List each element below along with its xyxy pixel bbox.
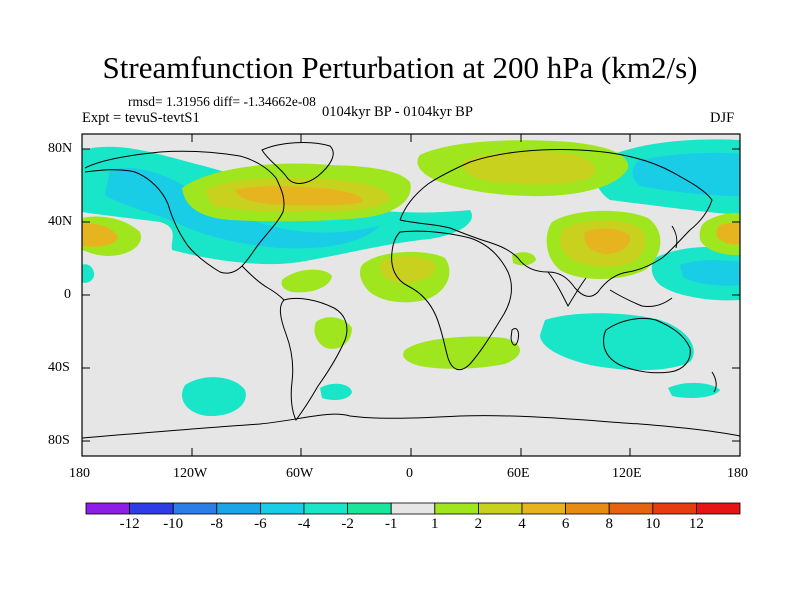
colorbar-box xyxy=(216,502,261,515)
coast-europe-asia xyxy=(399,149,713,297)
contour-positive-africa-core xyxy=(379,256,436,283)
contour-negative-east-pacific xyxy=(82,264,95,283)
coast-central-america xyxy=(241,265,285,301)
contour-positive-siberia-core xyxy=(463,151,595,185)
colorbar-box xyxy=(521,502,566,515)
contour-negative-wpac-core xyxy=(680,260,740,286)
colorbar-box xyxy=(608,502,654,515)
colorbar-label: 2 xyxy=(474,516,483,532)
colorbar-box xyxy=(347,502,392,515)
colorbar-label: -8 xyxy=(210,516,224,532)
coast-north-america xyxy=(84,150,285,274)
contour-positive-north-atlantic-core xyxy=(235,186,363,206)
contour-positive-east-pacific-mid xyxy=(82,223,118,247)
contour-negative-south-pacific xyxy=(181,377,246,417)
coast-africa xyxy=(391,230,512,371)
coast-australia xyxy=(603,317,691,374)
lat-label-40s: 40S xyxy=(48,360,70,375)
contour-positive-asia-core xyxy=(584,228,631,254)
plot-title: Streamfunction Perturbation at 200 hPa (… xyxy=(102,50,698,85)
lat-label-80n: 80N xyxy=(48,141,73,156)
colorbar-box xyxy=(303,502,348,515)
colorbar-box xyxy=(565,502,610,515)
colorbar-label: -4 xyxy=(297,516,311,532)
lon-label-180w: 180 xyxy=(69,466,90,481)
colorbar-label: 12 xyxy=(688,516,704,532)
colorbar-label: -12 xyxy=(119,516,140,532)
coast-greenland xyxy=(261,142,334,184)
colorbar-label: -10 xyxy=(163,516,184,532)
axis-ticks xyxy=(82,134,740,456)
experiment-label: Expt = tevuS-tevtS1 xyxy=(82,110,200,126)
coast-india xyxy=(547,271,587,308)
contour-positive-arabia xyxy=(512,252,536,266)
contour-positive-west-pacific-mid xyxy=(716,222,740,245)
colorbar-label: 4 xyxy=(518,516,526,532)
contour-positive-south-atlantic xyxy=(403,336,520,369)
colorbar-box xyxy=(652,502,697,515)
colorbar-box xyxy=(696,502,741,515)
lat-label-0: 0 xyxy=(64,287,71,302)
coast-japan xyxy=(671,225,678,249)
colorbar-box xyxy=(390,502,436,515)
contour-positive-south-america xyxy=(314,317,352,349)
colorbar-box xyxy=(129,502,174,515)
season-label: DJF xyxy=(710,110,735,126)
coastlines xyxy=(82,142,740,439)
coast-south-america xyxy=(279,297,348,421)
contour-negative-south-atlantic xyxy=(320,383,352,400)
lon-label-0: 0 xyxy=(406,466,413,481)
lat-label-40n: 40N xyxy=(48,214,73,229)
contour-negative-core-na xyxy=(105,167,380,249)
colorbar-label: 10 xyxy=(645,516,661,532)
colorbar xyxy=(85,502,741,515)
contour-positive-tropical-atlantic xyxy=(281,269,332,293)
lon-label-60w: 60W xyxy=(286,466,314,481)
colorbar-label: -2 xyxy=(341,516,354,532)
contour-negative-arctic-core xyxy=(632,152,740,196)
colorbar-label: -1 xyxy=(384,516,398,532)
colorbar-box xyxy=(434,502,479,515)
contour-negative-indian-ocean xyxy=(540,313,694,371)
coast-se-asia xyxy=(609,289,673,307)
colorbar-box xyxy=(259,502,305,515)
lon-label-180e: 180 xyxy=(727,466,748,481)
lon-label-120w: 120W xyxy=(173,466,208,481)
colorbar-label: -6 xyxy=(254,516,267,532)
coast-madagascar xyxy=(510,327,519,346)
stats-label: rmsd= 1.31956 diff= -1.34662e-08 xyxy=(128,94,316,109)
lat-label-80s: 80S xyxy=(48,433,70,448)
contour-fields xyxy=(82,139,740,417)
contour-negative-tasman xyxy=(668,382,720,398)
coast-new-zealand xyxy=(711,371,717,393)
colorbar-label: 6 xyxy=(561,516,570,532)
lon-label-60e: 60E xyxy=(507,466,530,481)
colorbar-box xyxy=(85,502,130,515)
coast-antarctica xyxy=(82,413,740,439)
colorbar-label: 8 xyxy=(605,516,613,532)
colorbar-box xyxy=(477,502,523,515)
colorbar-box xyxy=(172,502,218,515)
period-label: 0104kyr BP - 0104kyr BP xyxy=(322,104,473,120)
colorbar-label: 1 xyxy=(431,516,439,532)
lon-label-120e: 120E xyxy=(612,466,642,481)
